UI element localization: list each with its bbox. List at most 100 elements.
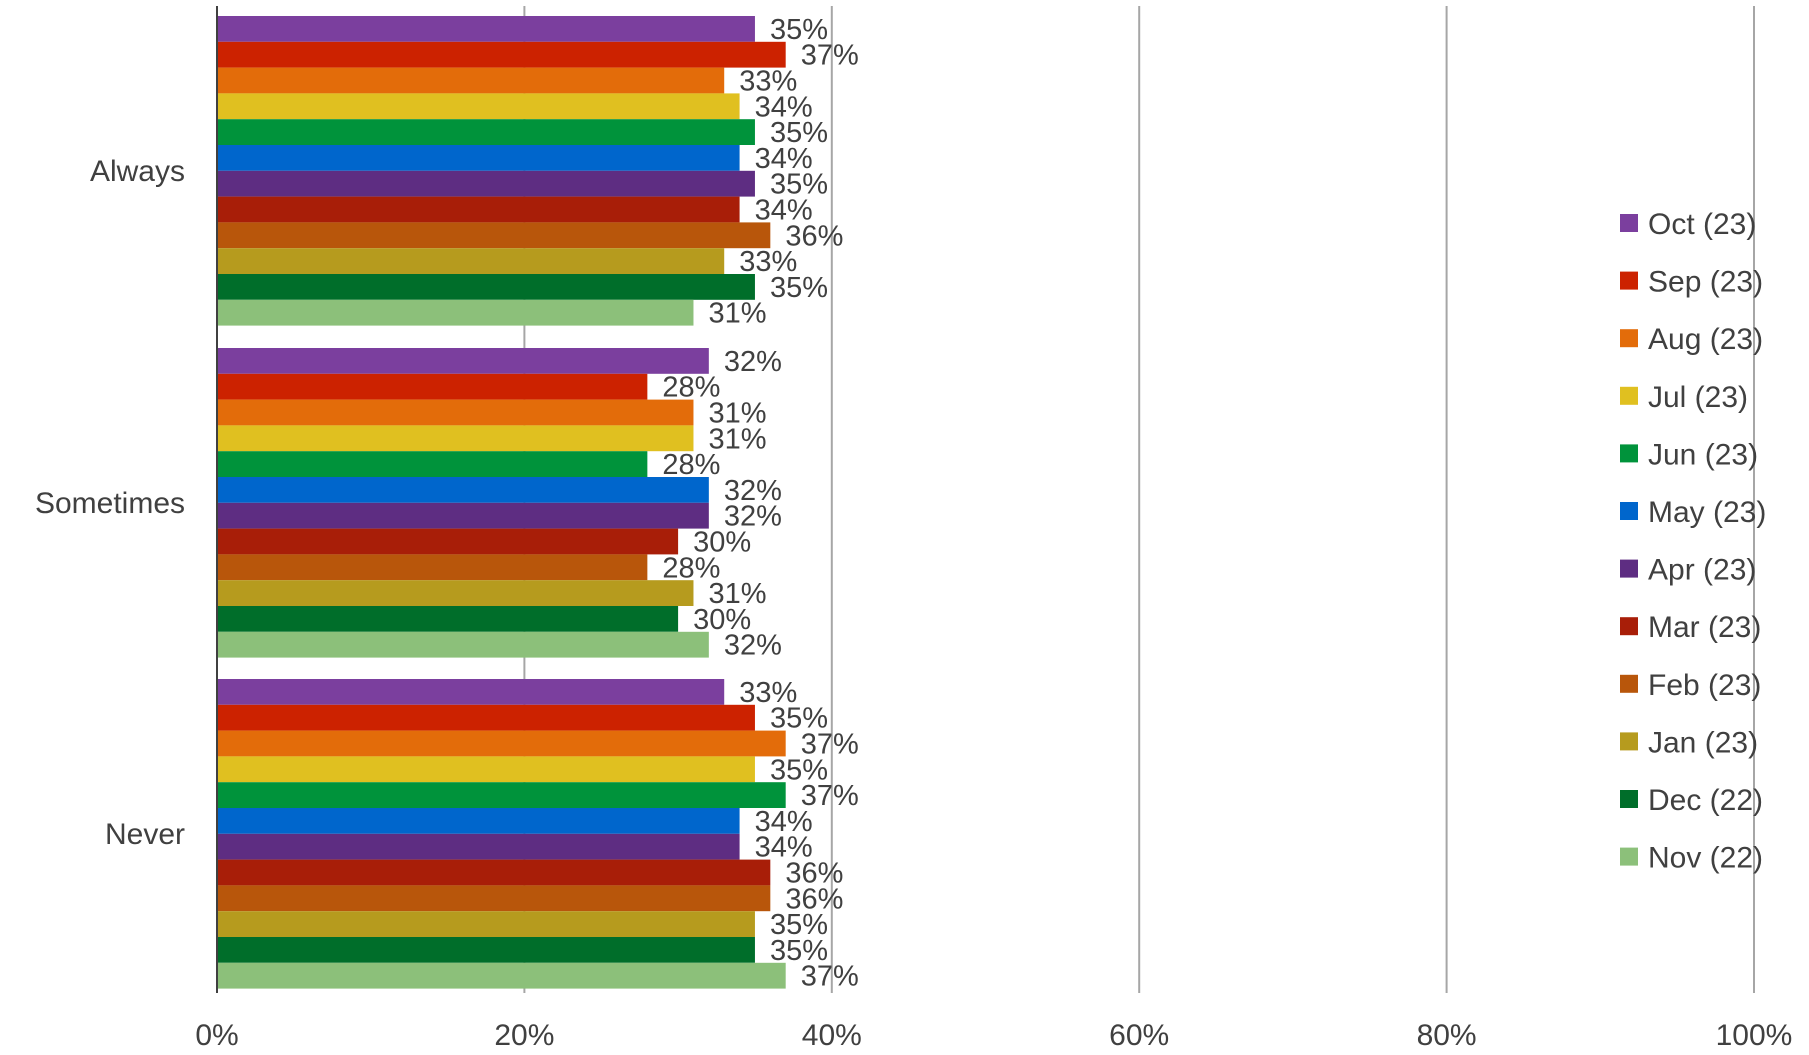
data-label: 37% [801,961,859,993]
data-label: 31% [708,578,766,610]
bar [218,16,755,42]
data-label: 34% [755,832,813,864]
bar [218,833,740,860]
legend-label: Feb (23) [1648,669,1761,702]
legend-swatch [1620,502,1638,520]
category-label: Always [90,155,185,188]
bar [218,782,786,808]
data-label: 34% [755,143,813,175]
x-tick-label: 20% [494,1019,554,1052]
data-label: 30% [693,604,751,636]
bar [218,119,755,145]
x-tick-label: 40% [802,1019,862,1052]
data-label: 37% [801,40,859,72]
bar [218,196,740,223]
data-label: 35% [770,909,828,941]
legend-swatch [1620,444,1638,463]
data-label: 34% [755,195,813,227]
bar [218,962,786,989]
data-label: 35% [770,703,828,735]
data-label: 30% [693,527,751,559]
legend-label: Nov (22) [1648,842,1763,875]
bar [218,528,679,555]
data-label: 28% [662,372,720,404]
bar [218,145,740,171]
category-label: Never [105,818,185,851]
bar [218,606,679,632]
legend-swatch [1620,214,1638,232]
data-label: 28% [662,552,720,584]
bar [218,937,755,963]
data-labels: 35%32%33%37%28%35%33%31%37%34%31%35%35%2… [662,14,858,993]
legend-swatch [1620,559,1638,578]
bar [218,808,740,834]
bar [218,93,740,120]
data-label: 35% [770,117,828,149]
legend-label: Mar (23) [1648,611,1761,644]
data-label: 36% [785,220,843,252]
bar [218,756,755,783]
data-label: 31% [708,298,766,330]
bar [218,477,709,503]
bar [218,580,694,606]
data-label: 36% [785,858,843,890]
legend-swatch [1620,732,1638,751]
bar [218,348,709,374]
legend-label: Aug (23) [1648,323,1763,356]
bar [218,274,755,300]
data-label: 35% [770,169,828,201]
legend-label: Jun (23) [1648,438,1758,471]
data-label: 31% [708,423,766,455]
bar [218,248,725,274]
data-label: 32% [724,346,782,378]
legend-label: Jul (23) [1648,381,1748,414]
bar [218,373,648,400]
x-tick-label: 100% [1716,1019,1793,1052]
bars [218,16,786,989]
legend-label: Jan (23) [1648,726,1758,759]
bar [218,399,694,426]
legend-swatch [1620,847,1638,866]
bar [218,885,771,912]
data-label: 35% [770,754,828,786]
legend: Oct (23) Sep (23) Aug (23) Jul (23) Jun (23)… [1620,208,1766,875]
data-label: 35% [770,935,828,967]
axes: 0% 20% 40% 60% 80% 100% Always Sometimes Never [35,6,1792,1052]
data-label: 33% [739,66,797,98]
legend-label: Dec (22) [1648,784,1763,817]
bar [218,911,755,937]
bar [218,679,725,705]
bar [218,859,771,886]
legend-swatch [1620,271,1638,290]
bar [218,170,755,197]
bar [218,67,725,94]
bar [218,554,648,581]
data-label: 34% [755,91,813,123]
bar [218,299,694,326]
bar [218,502,709,529]
bar [218,41,786,68]
data-label: 32% [724,501,782,533]
data-label: 33% [739,246,797,278]
bar [218,425,694,452]
bar [218,451,648,477]
category-label: Sometimes [35,487,185,520]
bar [218,631,709,658]
data-label: 35% [770,272,828,304]
data-label: 32% [724,630,782,662]
data-label: 36% [785,883,843,915]
legend-label: Sep (23) [1648,266,1763,299]
legend-swatch [1620,329,1638,348]
data-label: 35% [770,14,828,46]
legend-swatch [1620,617,1638,636]
legend-label: May (23) [1648,496,1766,529]
bar [218,222,771,249]
bar [218,730,786,757]
legend-label: Oct (23) [1648,208,1756,241]
x-tick-label: 0% [195,1019,238,1052]
data-label: 31% [708,398,766,430]
data-label: 28% [662,449,720,481]
legend-label: Apr (23) [1648,554,1756,587]
data-label: 32% [724,475,782,507]
